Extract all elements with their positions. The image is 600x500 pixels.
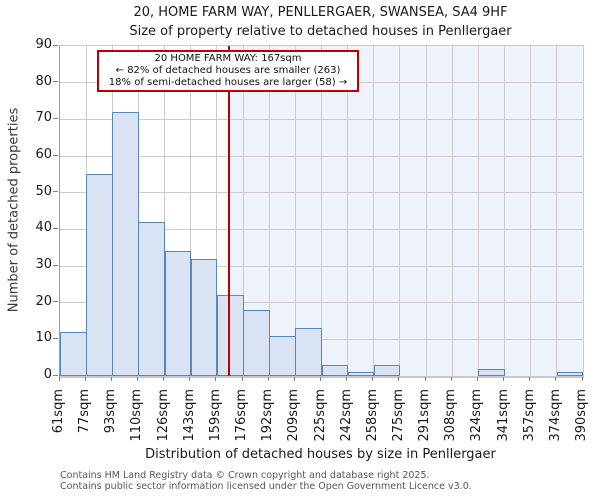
y-tick-label: 10	[35, 330, 52, 346]
v-gridline	[294, 46, 296, 376]
y-tick-label: 70	[35, 110, 52, 126]
y-tick-mark	[53, 337, 58, 339]
histogram-bar	[295, 328, 322, 376]
v-gridline	[347, 46, 349, 376]
histogram-bar	[86, 174, 113, 376]
y-tick-mark	[53, 117, 58, 119]
footer-line-2: Contains public sector information licen…	[60, 481, 472, 492]
y-tick-mark	[53, 264, 58, 266]
chart-title: 20, HOME FARM WAY, PENLLERGAER, SWANSEA,…	[133, 5, 508, 20]
y-tick-label: 30	[35, 257, 52, 272]
x-tick-mark	[372, 377, 374, 381]
annotation-box: 20 HOME FARM WAY: 167sqm ← 82% of detach…	[97, 50, 359, 92]
footer: Contains HM Land Registry data © Crown c…	[60, 470, 472, 492]
x-tick-mark	[84, 377, 86, 381]
v-gridline	[425, 46, 427, 376]
histogram-bar	[243, 310, 270, 376]
x-tick-label: 390sqm	[574, 389, 589, 442]
histogram-bar	[478, 368, 506, 376]
x-tick-mark	[581, 377, 583, 381]
y-axis-label: Number of detached properties	[6, 107, 22, 313]
v-gridline	[530, 46, 532, 376]
y-tick-mark	[53, 81, 58, 83]
x-tick-mark	[320, 377, 321, 381]
y-tick-label: 50	[35, 183, 52, 199]
histogram-bar	[138, 222, 166, 376]
v-gridline	[321, 46, 322, 376]
y-tick-mark	[53, 227, 58, 229]
histogram-bar	[269, 335, 296, 376]
histogram-bar	[347, 372, 375, 376]
histogram-bar	[321, 365, 349, 376]
x-tick-mark	[189, 377, 191, 381]
v-gridline	[504, 46, 506, 376]
y-tick-mark	[53, 374, 58, 376]
v-gridline	[373, 46, 375, 376]
v-gridline	[216, 46, 218, 376]
x-tick-mark	[476, 377, 478, 381]
y-tick-label: 20	[35, 293, 52, 309]
y-tick-mark	[53, 44, 58, 46]
property-size-marker-line	[227, 46, 230, 376]
x-tick-mark	[503, 377, 505, 381]
histogram-bar	[112, 112, 139, 376]
histogram-bar	[60, 332, 87, 376]
y-tick-label: 80	[35, 73, 52, 89]
x-tick-mark	[424, 377, 426, 381]
x-tick-mark	[267, 377, 269, 381]
y-tick-mark	[53, 301, 58, 303]
x-tick-mark	[293, 377, 295, 381]
histogram-bar	[190, 258, 218, 376]
histogram-bar	[373, 365, 401, 376]
plot-area	[59, 45, 584, 378]
x-axis-label: Distribution of detached houses by size …	[145, 447, 496, 462]
histogram-bar	[164, 251, 192, 376]
x-tick-mark	[346, 377, 348, 381]
v-gridline	[451, 46, 453, 376]
annotation-property-line: 20 HOME FARM WAY: 167sqm	[154, 53, 302, 64]
x-tick-mark	[215, 377, 217, 381]
x-tick-mark	[58, 377, 60, 381]
y-tick-label: 0	[43, 367, 52, 382]
y-tick-label: 90	[35, 37, 52, 52]
x-tick-mark	[555, 377, 557, 381]
x-tick-mark	[450, 377, 452, 381]
footer-line-1: Contains HM Land Registry data © Crown c…	[60, 470, 430, 481]
x-tick-mark	[241, 377, 243, 381]
histogram-bar	[216, 295, 244, 376]
v-gridline	[242, 46, 244, 376]
larger-sizes-region	[228, 46, 583, 376]
y-tick-label: 60	[35, 147, 52, 162]
v-gridline	[268, 46, 270, 376]
v-gridline	[190, 46, 192, 376]
x-tick-mark	[398, 377, 400, 381]
annotation-larger-line: 18% of semi-detached houses are larger (…	[108, 77, 348, 88]
chart-subtitle: Size of property relative to detached ho…	[129, 24, 512, 39]
x-tick-mark	[110, 377, 112, 381]
annotation-smaller-line: ← 82% of detached houses are smaller (26…	[115, 65, 341, 76]
y-tick-mark	[53, 154, 58, 156]
x-tick-mark	[136, 377, 138, 381]
v-gridline	[399, 46, 401, 376]
x-tick-mark	[529, 377, 531, 381]
y-tick-mark	[53, 191, 58, 193]
v-gridline	[556, 46, 558, 376]
y-tick-label: 40	[35, 220, 52, 236]
v-gridline	[164, 46, 166, 376]
histogram-bar	[556, 372, 584, 376]
v-gridline	[477, 46, 479, 376]
x-tick-mark	[163, 377, 165, 381]
